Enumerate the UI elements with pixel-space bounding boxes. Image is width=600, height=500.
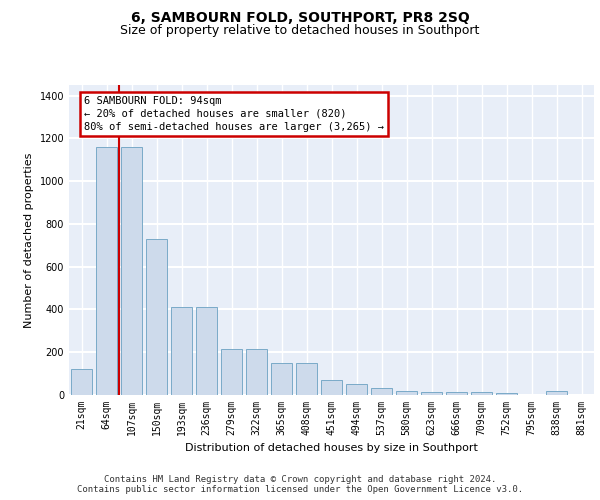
Bar — [346, 384, 367, 395]
Bar — [96, 147, 117, 395]
Bar — [496, 393, 517, 395]
Bar — [121, 147, 142, 395]
Bar — [446, 392, 467, 395]
Bar — [271, 364, 292, 395]
Bar — [171, 308, 192, 395]
Y-axis label: Number of detached properties: Number of detached properties — [24, 152, 34, 328]
Bar — [371, 388, 392, 395]
Bar — [71, 370, 92, 395]
Bar — [296, 364, 317, 395]
X-axis label: Distribution of detached houses by size in Southport: Distribution of detached houses by size … — [185, 444, 478, 454]
Bar — [146, 239, 167, 395]
Text: Size of property relative to detached houses in Southport: Size of property relative to detached ho… — [121, 24, 479, 37]
Bar — [246, 349, 267, 395]
Bar — [546, 390, 567, 395]
Bar — [221, 349, 242, 395]
Bar — [421, 392, 442, 395]
Bar — [196, 308, 217, 395]
Text: 6, SAMBOURN FOLD, SOUTHPORT, PR8 2SQ: 6, SAMBOURN FOLD, SOUTHPORT, PR8 2SQ — [131, 11, 469, 25]
Text: 6 SAMBOURN FOLD: 94sqm
← 20% of detached houses are smaller (820)
80% of semi-de: 6 SAMBOURN FOLD: 94sqm ← 20% of detached… — [84, 96, 384, 132]
Bar — [396, 390, 417, 395]
Bar — [321, 380, 342, 395]
Text: Contains HM Land Registry data © Crown copyright and database right 2024.
Contai: Contains HM Land Registry data © Crown c… — [77, 474, 523, 494]
Bar — [471, 392, 492, 395]
